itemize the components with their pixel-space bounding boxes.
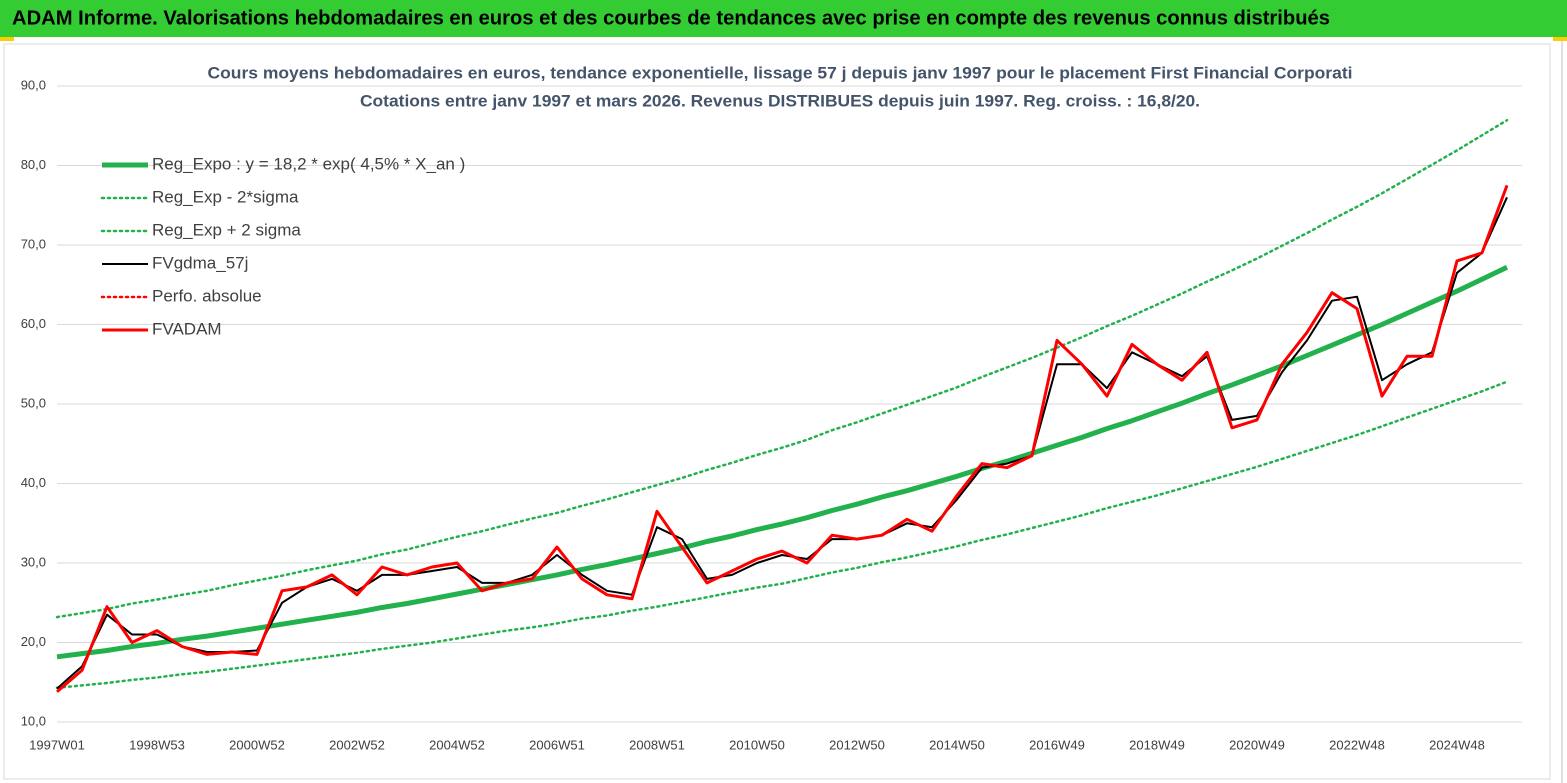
chart-subtitle: Cotations entre janv 1997 et mars 2026. …: [360, 91, 1200, 110]
y-tick-label: 10,0: [21, 713, 46, 728]
chart-title: Cours moyens hebdomadaires en euros, ten…: [208, 63, 1353, 82]
y-tick-label: 50,0: [21, 395, 46, 410]
corner-strip: [0, 37, 14, 41]
legend-label: Reg_Exp - 2*sigma: [152, 187, 299, 206]
y-tick-label: 80,0: [21, 157, 46, 172]
x-tick-label: 2008W51: [629, 737, 685, 752]
x-tick-label: 2006W51: [529, 737, 585, 752]
legend-label: Reg_Exp + 2 sigma: [152, 220, 301, 239]
x-tick-label: 2018W49: [1129, 737, 1185, 752]
x-tick-label: 2000W52: [229, 737, 285, 752]
legend-label: Perfo. absolue: [152, 286, 262, 305]
y-tick-label: 30,0: [21, 554, 46, 569]
plot-area: 10,0 20,0 30,0 40,0 50,0 60,0 70,0 80,0 90,0 1997…: [21, 77, 1522, 752]
y-tick-label: 60,0: [21, 316, 46, 331]
series-line: [56, 265, 1509, 660]
x-tick-label: 2002W52: [329, 737, 385, 752]
x-tick-label: 1998W53: [129, 737, 185, 752]
x-tick-label: 2024W48: [1429, 737, 1485, 752]
x-tick-label: 2004W52: [429, 737, 485, 752]
corner-strip: [1553, 37, 1567, 41]
x-tick-label: 2016W49: [1029, 737, 1085, 752]
banner: [0, 0, 1567, 37]
x-tick-label: 2020W49: [1229, 737, 1285, 752]
series-line: [55, 118, 1509, 619]
x-tick-label: 1997W01: [29, 737, 85, 752]
x-tick-label: 2010W50: [729, 737, 785, 752]
legend-label: Reg_Expo : y = 18,2 * exp( 4,5% * X_an ): [152, 154, 465, 173]
series-line: [55, 380, 1509, 690]
x-tick-label: 2014W50: [929, 737, 985, 752]
y-tick-label: 40,0: [21, 475, 46, 490]
x-tick-label: 2022W48: [1329, 737, 1385, 752]
chart-border: [3, 43, 1551, 780]
banner-title: ADAM Informe. Valorisations hebdomadaire…: [12, 7, 1330, 29]
x-tick-label: 2012W50: [829, 737, 885, 752]
y-tick-label: 90,0: [21, 77, 46, 92]
y-tick-label: 20,0: [21, 634, 46, 649]
legend-label: FVADAM: [152, 319, 222, 338]
legend-label: FVgdma_57j: [152, 253, 248, 272]
series-line: [56, 184, 1509, 693]
y-tick-label: 70,0: [21, 236, 46, 251]
